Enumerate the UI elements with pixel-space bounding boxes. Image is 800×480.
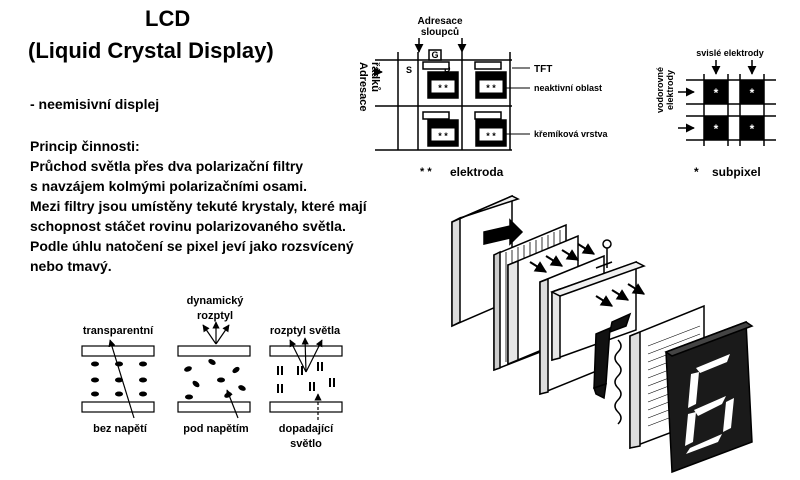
matrix-cell: * * xyxy=(474,111,507,147)
subpixel-cell xyxy=(740,80,764,104)
dynamic-scattering-label: dynamický xyxy=(187,295,245,307)
light-scattering-label: rozptyl světla xyxy=(270,325,341,337)
transparent-label: transparentní xyxy=(83,325,154,337)
subpixel-cell xyxy=(704,80,728,104)
electrode-legend-label: elektroda xyxy=(450,165,504,179)
incident-light-label: dopadající xyxy=(279,423,334,435)
subpixel-cell xyxy=(740,116,764,140)
silicon-layer-label: křemíková vrstva xyxy=(534,129,609,139)
matrix-cell: * * xyxy=(422,111,459,147)
liquid-crystal-cell xyxy=(550,260,646,362)
horizontal-electrodes-label: elektrody xyxy=(665,70,675,110)
subpixel-legend-symbol: * xyxy=(694,165,699,179)
column-address-label: sloupců xyxy=(421,26,459,38)
horizontal-electrodes-label: vodorovné xyxy=(655,67,665,113)
column-address-label: Adresace xyxy=(417,16,462,27)
digit-segment-shadow xyxy=(593,312,632,400)
principle-line: Podle úhlu natočení se pixel jeví jako r… xyxy=(30,238,354,254)
crystal-panel-scattering xyxy=(269,337,343,420)
subpixel-legend-label: subpixel xyxy=(712,165,761,179)
electrode-marker: * * xyxy=(486,83,496,93)
light-arrows xyxy=(595,283,646,307)
electrode-marker: * * xyxy=(438,83,448,93)
matrix-cell: * * xyxy=(422,61,459,99)
inactive-area-label: neaktivní oblast xyxy=(534,83,602,93)
crystal-states-diagram: dynamický rozptyl transparentní rozptyl … xyxy=(81,295,343,450)
subpixel-marker: * xyxy=(750,86,755,100)
principle-line: s navzájem kolmými polarizačními osami. xyxy=(30,178,307,194)
electrode-marker: * * xyxy=(486,131,496,141)
subpixel-marker: * xyxy=(750,122,755,136)
principle-line: Průchod světla přes dva polarizační filt… xyxy=(30,158,304,174)
crystal-panel-under-voltage xyxy=(177,321,251,419)
principle-text: Princip činnosti: Průchod světla přes dv… xyxy=(30,136,425,276)
subpixel-marker: * xyxy=(714,86,719,100)
row-address-label: řádků xyxy=(369,62,381,92)
electrode-legend-symbol: * * xyxy=(420,166,432,178)
source-label: S xyxy=(406,65,412,75)
row-address-label: Adresace xyxy=(357,62,369,112)
principle-line: Mezi filtry jsou umístěny tekuté krystal… xyxy=(30,198,367,214)
page-subtitle: (Liquid Crystal Display) xyxy=(28,38,274,63)
display-type-note: - neemisivní displej xyxy=(30,96,160,112)
principle-heading: Princip činnosti: xyxy=(30,138,140,154)
no-voltage-label: bez napětí xyxy=(93,423,148,435)
incident-light-label: světlo xyxy=(290,438,322,450)
front-display-panel xyxy=(664,320,754,474)
lcd-exploded-illustration xyxy=(451,194,754,474)
vertical-electrodes-label: svislé elektrody xyxy=(696,48,764,58)
reflector-strip xyxy=(614,339,622,425)
subpixel-diagram: svislé elektrody vodorovné elektrody * *… xyxy=(655,48,776,179)
light-direction-icon xyxy=(483,218,524,246)
crystal-panel-no-voltage xyxy=(81,339,155,419)
subpixel-cell xyxy=(704,116,728,140)
dynamic-scattering-label: rozptyl xyxy=(197,310,233,322)
principle-line: schopnost stáčet rovinu polarizovaného s… xyxy=(30,218,346,234)
tft-matrix-diagram: Adresace sloupců Adresace řádků G S D * … xyxy=(357,16,609,179)
principle-line: nebo tmavý. xyxy=(30,258,112,274)
page-title: LCD xyxy=(145,6,191,31)
matrix-cell: * * xyxy=(474,61,507,99)
digit-six-icon xyxy=(685,354,734,454)
subpixel-marker: * xyxy=(714,122,719,136)
gate-label: G xyxy=(431,50,438,60)
light-arrows xyxy=(529,243,596,273)
electrode-marker: * * xyxy=(438,131,448,141)
under-voltage-label: pod napětím xyxy=(183,423,249,435)
tft-label: TFT xyxy=(534,64,552,75)
